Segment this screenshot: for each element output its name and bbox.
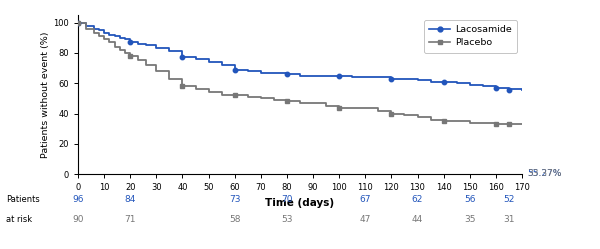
Text: 35: 35 [464, 215, 476, 224]
Text: 90: 90 [72, 215, 84, 224]
X-axis label: Time (days): Time (days) [265, 198, 335, 208]
Text: 53: 53 [281, 215, 293, 224]
Text: 73: 73 [229, 195, 241, 204]
Text: Patients: Patients [6, 195, 40, 204]
Legend: Lacosamide, Placebo: Lacosamide, Placebo [424, 20, 517, 53]
Text: 56: 56 [464, 195, 476, 204]
Text: 84: 84 [125, 195, 136, 204]
Text: 67: 67 [359, 195, 371, 204]
Y-axis label: Patients without event (%): Patients without event (%) [41, 31, 50, 158]
Text: at risk: at risk [6, 215, 32, 224]
Text: 44: 44 [412, 215, 423, 224]
Text: 71: 71 [124, 215, 136, 224]
Text: 47: 47 [359, 215, 371, 224]
Text: 33.37%: 33.37% [527, 169, 562, 178]
Text: 52: 52 [503, 195, 515, 204]
Text: 62: 62 [412, 195, 423, 204]
Text: 58: 58 [229, 215, 241, 224]
Text: 55.27%: 55.27% [527, 169, 562, 178]
Text: 96: 96 [72, 195, 84, 204]
Text: 70: 70 [281, 195, 293, 204]
Text: 31: 31 [503, 215, 515, 224]
